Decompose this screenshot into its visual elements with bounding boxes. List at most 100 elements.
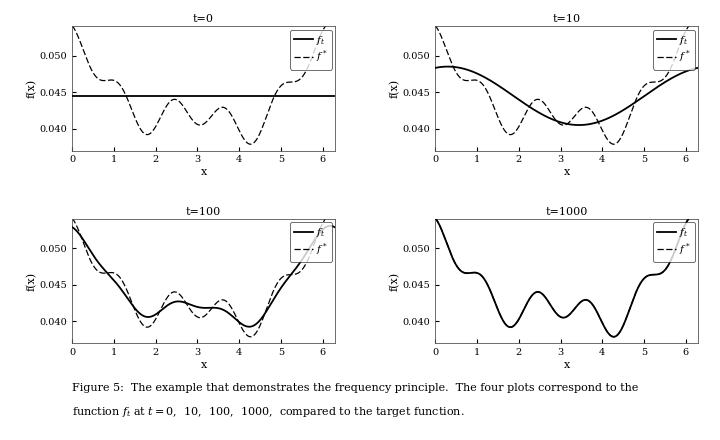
$f^*$: [689, 20, 698, 26]
$f^*$: [68, 216, 76, 221]
Legend: $f_t$, $f^*$: $f_t$, $f^*$: [290, 29, 332, 70]
$f_t$: [609, 334, 618, 339]
$f^*$: [94, 77, 103, 82]
$f_t$: [277, 93, 286, 98]
$f^*$: [546, 303, 555, 308]
$f_t$: [68, 224, 76, 230]
$f_t$: [689, 213, 698, 218]
$f^*$: [689, 213, 698, 218]
$f_t$: [94, 93, 103, 98]
$f^*$: [246, 334, 255, 339]
$f^*$: [184, 303, 192, 308]
$f_t$: [537, 111, 546, 117]
$f_t$: [636, 281, 644, 286]
Text: Figure 5:  The example that demonstrates the frequency principle.  The four plot: Figure 5: The example that demonstrates …: [72, 383, 639, 393]
Y-axis label: f(x): f(x): [390, 79, 400, 98]
$f_t$: [431, 65, 439, 70]
$f_t$: [444, 64, 452, 69]
$f_t$: [174, 299, 182, 304]
$f_t$: [272, 93, 281, 98]
$f_t$: [68, 93, 76, 98]
$f^*$: [248, 141, 257, 147]
$f^*$: [330, 216, 339, 221]
$f_t$: [174, 93, 182, 98]
Title: t=1000: t=1000: [546, 207, 588, 217]
X-axis label: x: x: [564, 167, 570, 177]
$f_t$: [458, 269, 467, 275]
$f^*$: [277, 82, 286, 88]
Y-axis label: f(x): f(x): [27, 79, 37, 98]
$f_t$: [277, 284, 286, 290]
$f^*$: [611, 334, 620, 339]
$f_t$: [636, 96, 644, 101]
$f_t$: [458, 66, 467, 71]
$f^*$: [609, 142, 618, 147]
Legend: $f_t$, $f^*$: $f_t$, $f^*$: [653, 29, 696, 70]
$f^*$: [431, 23, 439, 28]
$f^*$: [537, 290, 546, 296]
$f_t$: [575, 122, 583, 128]
$f^*$: [326, 20, 335, 26]
$f^*$: [458, 77, 467, 82]
$f^*$: [636, 281, 644, 286]
$f_t$: [693, 216, 702, 221]
X-axis label: x: x: [200, 360, 207, 370]
Legend: $f_t$, $f^*$: $f_t$, $f^*$: [290, 222, 332, 262]
$f^*$: [273, 281, 282, 286]
$f^*$: [330, 23, 339, 28]
$f_t$: [641, 93, 649, 98]
$f^*$: [273, 88, 282, 94]
$f^*$: [246, 142, 255, 147]
$f^*$: [277, 275, 286, 280]
$f^*$: [174, 98, 182, 103]
$f_t$: [330, 224, 339, 230]
$f_t$: [273, 291, 282, 297]
$f_t$: [641, 275, 649, 280]
$f_t$: [546, 116, 555, 121]
$f^*$: [248, 334, 257, 339]
X-axis label: x: x: [564, 360, 570, 370]
$f_t$: [184, 93, 192, 98]
$f^*$: [174, 290, 182, 296]
$f_t$: [611, 334, 620, 339]
$f^*$: [537, 98, 546, 103]
$f_t$: [248, 323, 257, 329]
Line: $f_t$: $f_t$: [72, 226, 335, 327]
$f^*$: [68, 23, 76, 28]
$f_t$: [693, 65, 702, 70]
Line: $f_t$: $f_t$: [435, 66, 698, 125]
Line: $f^*$: $f^*$: [72, 216, 335, 337]
Text: function $f_t$ at $t = 0$,  10,  100,  1000,  compared to the target function.: function $f_t$ at $t = 0$, 10, 100, 1000…: [72, 405, 464, 419]
Legend: $f_t$, $f^*$: $f_t$, $f^*$: [653, 222, 696, 262]
Line: $f^*$: $f^*$: [435, 23, 698, 144]
$f^*$: [546, 110, 555, 116]
$f_t$: [330, 93, 339, 98]
X-axis label: x: x: [200, 167, 207, 177]
Line: $f^*$: $f^*$: [435, 216, 698, 337]
Title: t=10: t=10: [553, 14, 581, 24]
$f_t$: [248, 93, 256, 98]
$f^*$: [458, 269, 467, 275]
$f^*$: [693, 23, 702, 28]
$f^*$: [641, 275, 649, 280]
$f^*$: [611, 141, 620, 147]
$f^*$: [94, 269, 103, 275]
$f^*$: [326, 213, 335, 218]
$f^*$: [693, 216, 702, 221]
$f^*$: [431, 216, 439, 221]
Title: t=0: t=0: [193, 14, 214, 24]
Y-axis label: f(x): f(x): [390, 271, 400, 291]
$f_t$: [326, 223, 335, 228]
$f_t$: [431, 216, 439, 221]
$f^*$: [636, 88, 644, 94]
$f^*$: [641, 82, 649, 88]
Title: t=100: t=100: [186, 207, 221, 217]
$f_t$: [94, 260, 103, 266]
$f^*$: [609, 334, 618, 339]
$f_t$: [184, 301, 192, 306]
$f_t$: [245, 324, 253, 330]
$f_t$: [537, 290, 546, 296]
$f_t$: [612, 112, 621, 117]
$f^*$: [184, 110, 192, 116]
Y-axis label: f(x): f(x): [27, 271, 37, 291]
